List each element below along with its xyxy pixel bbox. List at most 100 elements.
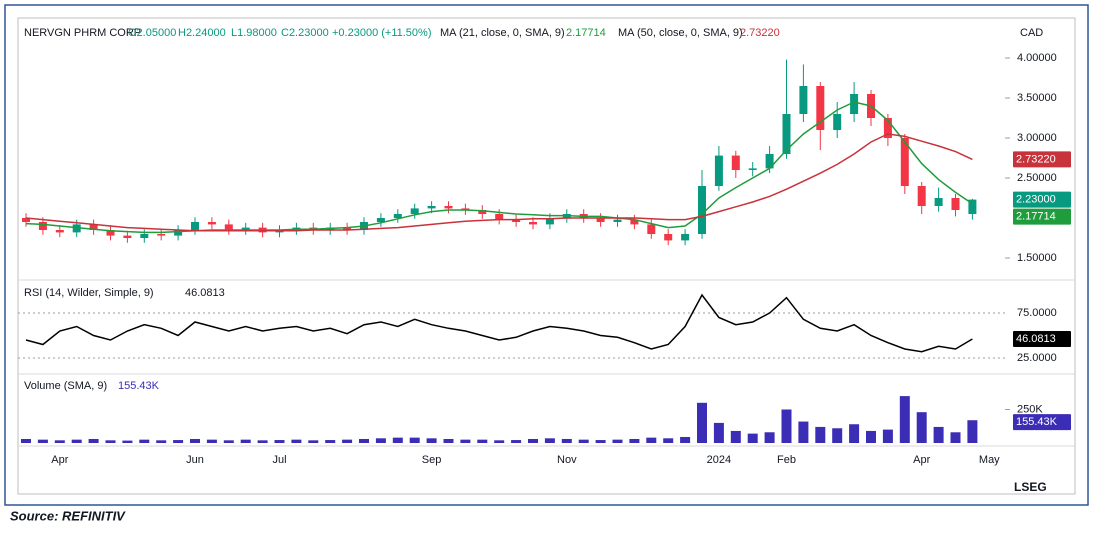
volume-bar	[240, 439, 251, 443]
volume-bar	[122, 440, 133, 443]
ma21-badge: 2.17714	[1016, 211, 1056, 223]
x-tick-label: Nov	[557, 454, 577, 466]
volume-bar	[933, 426, 944, 443]
x-tick-label: May	[979, 454, 1000, 466]
close-badge-bg	[1013, 191, 1071, 208]
volume-bar	[697, 402, 707, 443]
volume-bar	[342, 439, 353, 443]
y-tick-label: 75.0000	[1017, 307, 1057, 319]
volume-bar	[882, 429, 893, 443]
candle-body	[207, 222, 216, 225]
volume-bar	[832, 428, 843, 443]
volume-bar	[595, 440, 606, 443]
rsi-title: RSI (14, Wilder, Simple, 9)	[24, 287, 154, 299]
volume-bar	[223, 440, 234, 443]
volume-bar	[646, 437, 657, 443]
x-tick-label: Jun	[186, 454, 204, 466]
candle-body	[140, 234, 149, 238]
ma50-badge-bg	[1013, 151, 1071, 168]
instrument-title: NERVGN PHRM CORP	[24, 27, 141, 39]
candle-body	[191, 222, 199, 230]
volume-bar	[629, 438, 640, 443]
candle-body	[123, 235, 132, 238]
candle-body	[731, 155, 740, 170]
volume-bar	[375, 438, 386, 443]
volume-bar	[71, 439, 82, 443]
volume-bar	[88, 438, 99, 443]
candle-body	[376, 218, 385, 222]
candle-body	[816, 86, 825, 130]
candle-body	[833, 114, 842, 130]
x-tick-label: Apr	[913, 454, 930, 466]
volume-bar	[747, 433, 758, 443]
volume-bar	[37, 439, 48, 443]
volume-bar	[511, 440, 522, 443]
y-tick-label: 3.50000	[1017, 92, 1057, 104]
chart-area	[17, 17, 1076, 495]
candle-body	[393, 214, 402, 218]
ma-line	[25, 101, 973, 234]
candle-body	[427, 206, 436, 209]
volume-bar	[899, 396, 910, 443]
volume-bar	[612, 439, 623, 443]
candle-body	[799, 86, 808, 114]
volume-bar	[849, 424, 860, 443]
volume-bar	[325, 440, 336, 443]
y-tick-label: 3.00000	[1017, 132, 1057, 144]
rsi-value: 46.0813	[185, 287, 225, 299]
candle-body	[681, 234, 690, 241]
volume-bar	[443, 438, 454, 443]
legend-change: +0.23000 (+11.50%)	[332, 27, 431, 39]
candle-body	[106, 230, 115, 236]
volume-bar	[578, 439, 589, 443]
legend-open: O2.05000	[128, 27, 176, 39]
candle-body	[698, 186, 706, 234]
rsi-badge-bg	[1013, 331, 1071, 348]
candle-body	[22, 218, 30, 222]
legend-high: H2.24000	[178, 27, 226, 39]
brand-logo: LSEG	[1014, 480, 1047, 494]
volume-bar	[798, 421, 809, 443]
volume-bar	[950, 432, 961, 443]
volume-bar	[528, 438, 538, 443]
candle-body	[545, 218, 554, 225]
volume-bar	[663, 438, 674, 443]
y-tick-label: 250K	[1017, 403, 1043, 415]
volume-bar	[494, 440, 505, 443]
candle-body	[782, 114, 791, 154]
candle-body	[38, 222, 47, 230]
volume-bar	[561, 438, 572, 443]
volume-bar	[544, 438, 555, 443]
ma21-value: 2.17714	[566, 27, 606, 39]
volume-bar	[916, 412, 927, 443]
candle-body	[512, 219, 521, 222]
volume-bar	[730, 430, 741, 443]
volume-title: Volume (SMA, 9)	[24, 380, 107, 392]
y-tick-label: 2.50000	[1017, 172, 1057, 184]
volume-bar	[781, 409, 792, 443]
candle-body	[89, 224, 98, 230]
volume-bar	[815, 426, 826, 443]
ma50-badge: 2.73220	[1016, 153, 1056, 165]
candle-body	[647, 224, 656, 234]
volume-bar	[190, 438, 200, 443]
candle-body	[968, 199, 977, 214]
volume-bar	[426, 438, 437, 443]
volume-bar	[460, 439, 471, 443]
currency: CAD	[1020, 27, 1043, 39]
volume-bar	[21, 438, 31, 443]
y-tick-label: 4.00000	[1017, 52, 1057, 64]
ma21-badge-bg	[1013, 208, 1071, 225]
volume-bar	[105, 440, 116, 443]
candle-body	[343, 227, 352, 230]
volume-bar	[54, 440, 65, 443]
candle-body	[917, 186, 926, 206]
candle-body	[461, 208, 470, 210]
candle-body	[900, 138, 909, 186]
volume-bar	[392, 437, 403, 443]
volume-bar	[680, 436, 691, 443]
volume-bar	[257, 440, 268, 443]
y-tick-label: 25.0000	[1017, 352, 1057, 364]
candle-body	[613, 219, 622, 222]
volume-sma-value: 155.43K	[118, 380, 160, 392]
